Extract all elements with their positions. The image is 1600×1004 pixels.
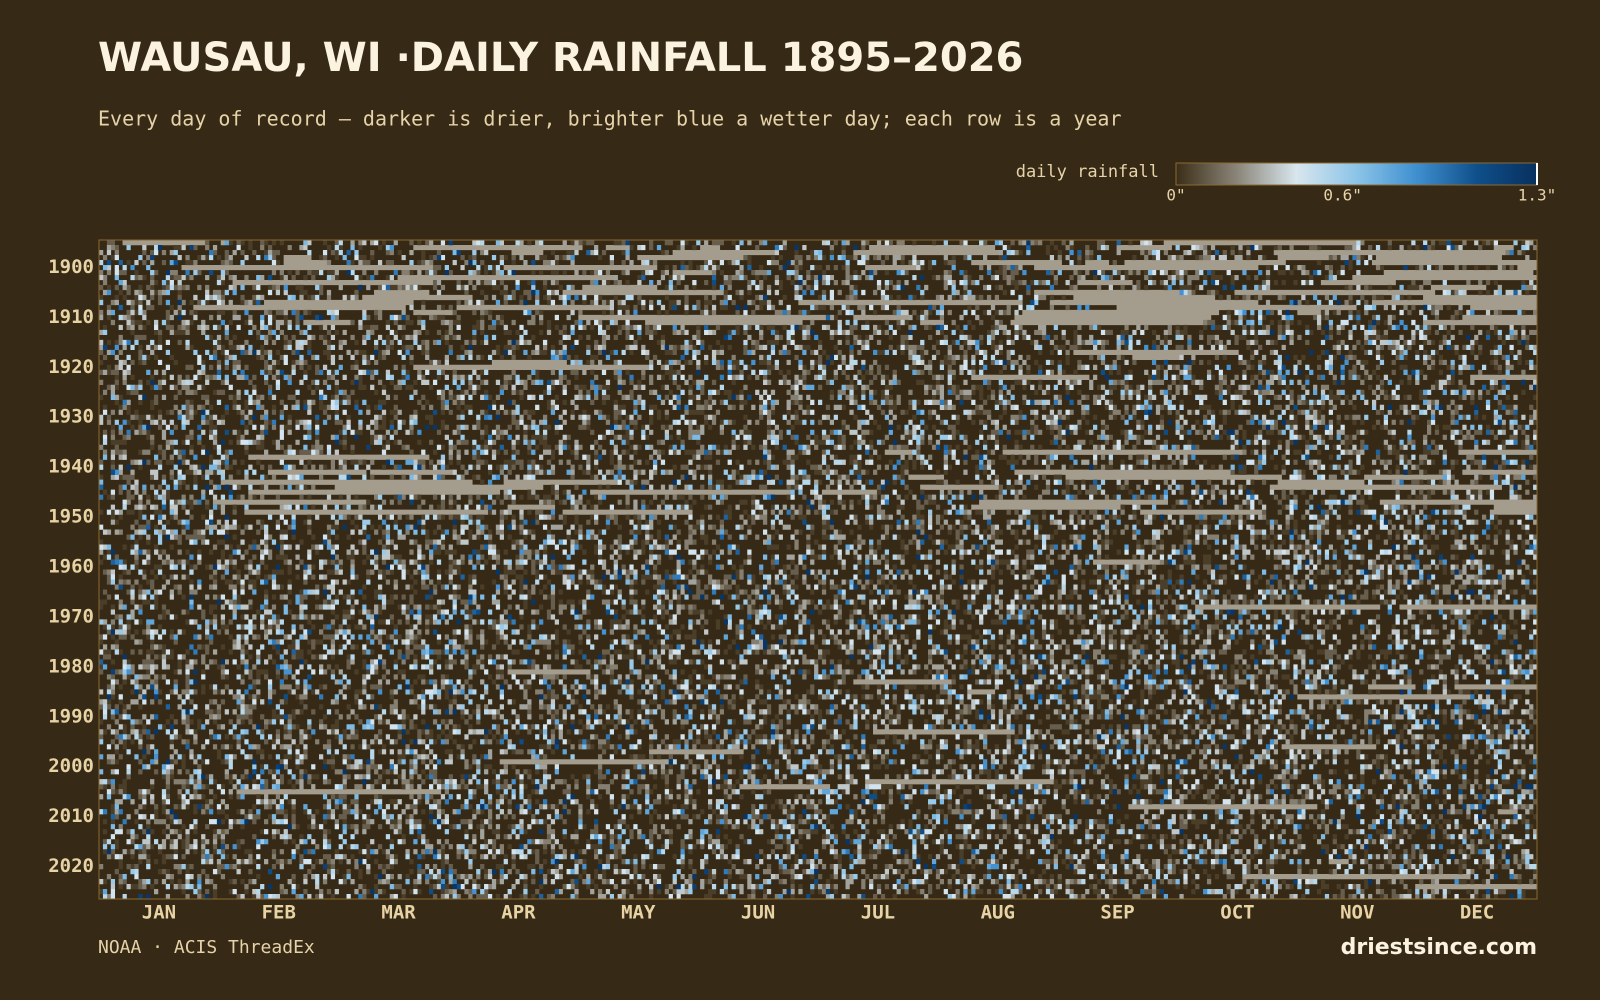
y-tick-label: 1930 xyxy=(48,406,94,428)
source: NOAA · ACIS ThreadEx xyxy=(98,937,315,958)
x-tick-label: MAY xyxy=(621,902,656,924)
colorbar-label: daily rainfall xyxy=(1016,162,1159,182)
heatmap-cells xyxy=(99,240,1538,900)
colorbar-tick-label: 1.3" xyxy=(1518,186,1557,205)
plot-frame xyxy=(98,239,1538,900)
colorbar-tick-label: 0" xyxy=(1166,186,1185,205)
y-tick-label: 1900 xyxy=(48,256,94,278)
heatmap-cells xyxy=(99,240,1538,900)
x-tick-label: JUN xyxy=(741,902,775,924)
x-tick-label: NOV xyxy=(1340,902,1374,924)
chart-subtitle: Every day of record — darker is drier, b… xyxy=(98,107,1122,131)
x-tick-label: SEP xyxy=(1100,902,1134,924)
y-tick-label: 1960 xyxy=(48,556,94,578)
y-tick-label: 1920 xyxy=(48,356,94,378)
heatmap xyxy=(99,240,1538,900)
x-tick-label: JAN xyxy=(142,902,176,924)
y-tick-label: 2010 xyxy=(48,805,94,827)
x-tick-label: APR xyxy=(501,902,536,924)
y-tick-label: 1970 xyxy=(48,605,94,627)
colorbar xyxy=(1175,162,1538,186)
x-tick-label: OCT xyxy=(1220,902,1254,924)
y-tick-label: 2020 xyxy=(48,855,94,877)
y-tick-label: 1950 xyxy=(48,506,94,528)
x-tick-label: DEC xyxy=(1460,902,1494,924)
y-tick-label: 1940 xyxy=(48,456,94,478)
x-tick-label: MAR xyxy=(381,902,416,924)
x-tick-label: JUL xyxy=(861,902,895,924)
chart-title: WAUSAU, WI ·DAILY RAINFALL 1895–2026 xyxy=(98,35,1023,81)
x-tick-label: AUG xyxy=(981,902,1015,924)
y-tick-label: 1990 xyxy=(48,705,94,727)
colorbar-tick-label: 0.6" xyxy=(1323,186,1362,205)
heatmap-cells xyxy=(99,240,1538,900)
brand: driestsince.com xyxy=(1341,935,1537,960)
heatmap-cells xyxy=(99,240,1538,900)
y-tick-label: 2000 xyxy=(48,755,94,777)
y-tick-label: 1910 xyxy=(48,306,94,328)
x-tick-label: FEB xyxy=(262,902,296,924)
y-tick-label: 1980 xyxy=(48,655,94,677)
